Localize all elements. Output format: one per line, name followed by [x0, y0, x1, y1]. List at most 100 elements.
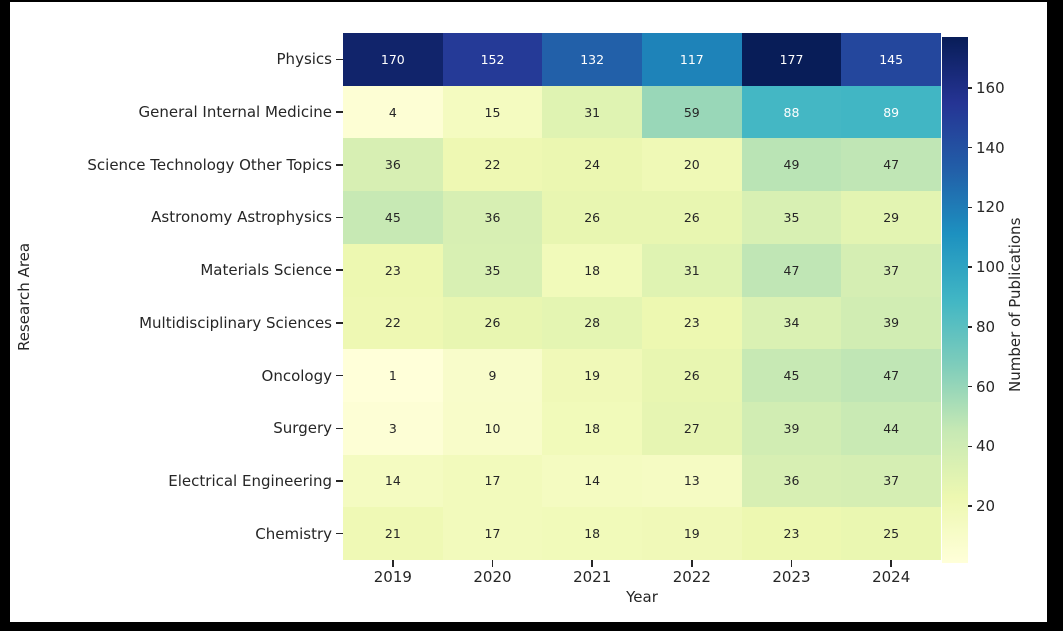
heatmap-cell: 34: [741, 296, 842, 350]
heatmap-cell: 39: [741, 401, 842, 455]
colorbar-tick-label: 120: [976, 198, 1005, 217]
colorbar-tick: [968, 87, 972, 89]
colorbar-tick-label: 80: [976, 317, 996, 336]
heatmap-cell: 10: [442, 401, 543, 455]
y-tick: [336, 269, 343, 271]
heatmap-cell: 21: [343, 507, 443, 560]
colorbar-tick-label: 40: [976, 437, 996, 456]
heatmap-cell: 18: [542, 507, 642, 560]
heatmap-cell: 18: [542, 401, 642, 455]
colorbar-tick: [968, 505, 972, 507]
heatmap-cell: 47: [841, 349, 941, 402]
heatmap-cell: 17: [442, 507, 543, 560]
heatmap-cell: 39: [841, 296, 941, 350]
heatmap-cell: 22: [343, 296, 443, 350]
row-label: Astronomy Astrophysics: [151, 208, 332, 227]
x-tick-label: 2019: [373, 568, 412, 586]
heatmap-cell: 23: [741, 507, 842, 560]
chart-figure: Research Area Physics General Internal Me…: [10, 2, 1047, 622]
row-label: Surgery: [273, 419, 332, 438]
x-tick-label: 2021: [573, 568, 612, 586]
heatmap-cell: 145: [841, 33, 941, 86]
heatmap-cell: 117: [641, 33, 742, 86]
x-tick: [890, 560, 892, 567]
row-label: Materials Science: [200, 261, 332, 280]
heatmap-cell: 23: [641, 296, 742, 350]
y-tick: [336, 322, 343, 324]
colorbar-tick: [968, 445, 972, 448]
y-tick: [336, 374, 343, 377]
heatmap-cell: 49: [741, 138, 842, 192]
y-tick: [336, 216, 343, 219]
x-tick: [790, 560, 793, 567]
heatmap-grid: 170 152 132 117 177 145 4 15 31 59 88 89 36 22 24 20 49 4…: [343, 33, 941, 560]
heatmap-cell: 17: [442, 454, 543, 508]
x-axis-title: Year: [626, 588, 658, 606]
heatmap-cell: 35: [442, 243, 543, 297]
heatmap-cell: 36: [343, 138, 443, 192]
colorbar-tick: [968, 385, 972, 388]
colorbar: [942, 37, 968, 563]
x-tick: [691, 560, 693, 567]
heatmap-cell: 47: [841, 138, 941, 192]
heatmap-cell: 18: [542, 243, 642, 297]
heatmap-cell: 177: [741, 33, 842, 86]
heatmap-cell: 1: [343, 349, 443, 402]
heatmap-cell: 22: [442, 138, 543, 192]
x-tick: [491, 560, 494, 567]
heatmap-cell: 3: [343, 401, 443, 455]
heatmap-cell: 88: [741, 85, 842, 139]
colorbar-tick: [968, 266, 972, 268]
heatmap-cell: 23: [343, 243, 443, 297]
colorbar-tick-label: 140: [976, 138, 1005, 157]
heatmap-cell: 31: [641, 243, 742, 297]
heatmap-cell: 14: [542, 454, 642, 508]
y-tick: [336, 58, 343, 61]
heatmap-cell: 152: [442, 33, 543, 86]
heatmap-cell: 9: [442, 349, 543, 402]
heatmap-cell: 26: [641, 349, 742, 402]
y-tick: [336, 532, 343, 535]
heatmap-cell: 44: [841, 401, 941, 455]
y-tick: [336, 164, 343, 166]
row-label: Physics: [276, 50, 332, 69]
heatmap-cell: 45: [343, 191, 443, 244]
heatmap-cell: 59: [641, 85, 742, 139]
heatmap-cell: 31: [542, 85, 642, 139]
x-tick-label: 2024: [872, 568, 911, 586]
heatmap-cell: 24: [542, 138, 642, 192]
x-tick-label: 2022: [672, 568, 711, 586]
x-tick-label: 2020: [473, 568, 512, 586]
colorbar-tick-label: 160: [976, 78, 1005, 97]
colorbar-tick: [968, 206, 972, 209]
row-label: Electrical Engineering: [168, 471, 332, 490]
heatmap-cell: 47: [741, 243, 842, 297]
heatmap-cell: 27: [641, 401, 742, 455]
row-label: Multidisciplinary Sciences: [139, 313, 332, 332]
colorbar-tick-label: 100: [976, 258, 1005, 277]
heatmap-cell: 26: [641, 191, 742, 244]
heatmap-cell: 26: [442, 296, 543, 350]
heatmap-cell: 37: [841, 243, 941, 297]
heatmap-cell: 89: [841, 85, 941, 139]
heatmap-cell: 15: [442, 85, 543, 139]
heatmap-cell: 19: [542, 349, 642, 402]
heatmap-cell: 37: [841, 454, 941, 508]
heatmap-cell: 26: [542, 191, 642, 244]
y-tick: [336, 480, 343, 482]
row-label: Oncology: [261, 366, 332, 385]
heatmap-cell: 14: [343, 454, 443, 508]
heatmap-cell: 20: [641, 138, 742, 192]
heatmap-cell: 28: [542, 296, 642, 350]
colorbar-tick: [968, 146, 972, 149]
x-tick-label: 2023: [772, 568, 811, 586]
heatmap-cell: 4: [343, 85, 443, 139]
heatmap-cell: 35: [741, 191, 842, 244]
heatmap-cell: 132: [542, 33, 642, 86]
x-tick: [591, 560, 593, 567]
heatmap-cell: 25: [841, 507, 941, 560]
heatmap-cell: 45: [741, 349, 842, 402]
heatmap-cell: 13: [641, 454, 742, 508]
y-tick: [336, 427, 343, 429]
heatmap-cell: 36: [442, 191, 543, 244]
